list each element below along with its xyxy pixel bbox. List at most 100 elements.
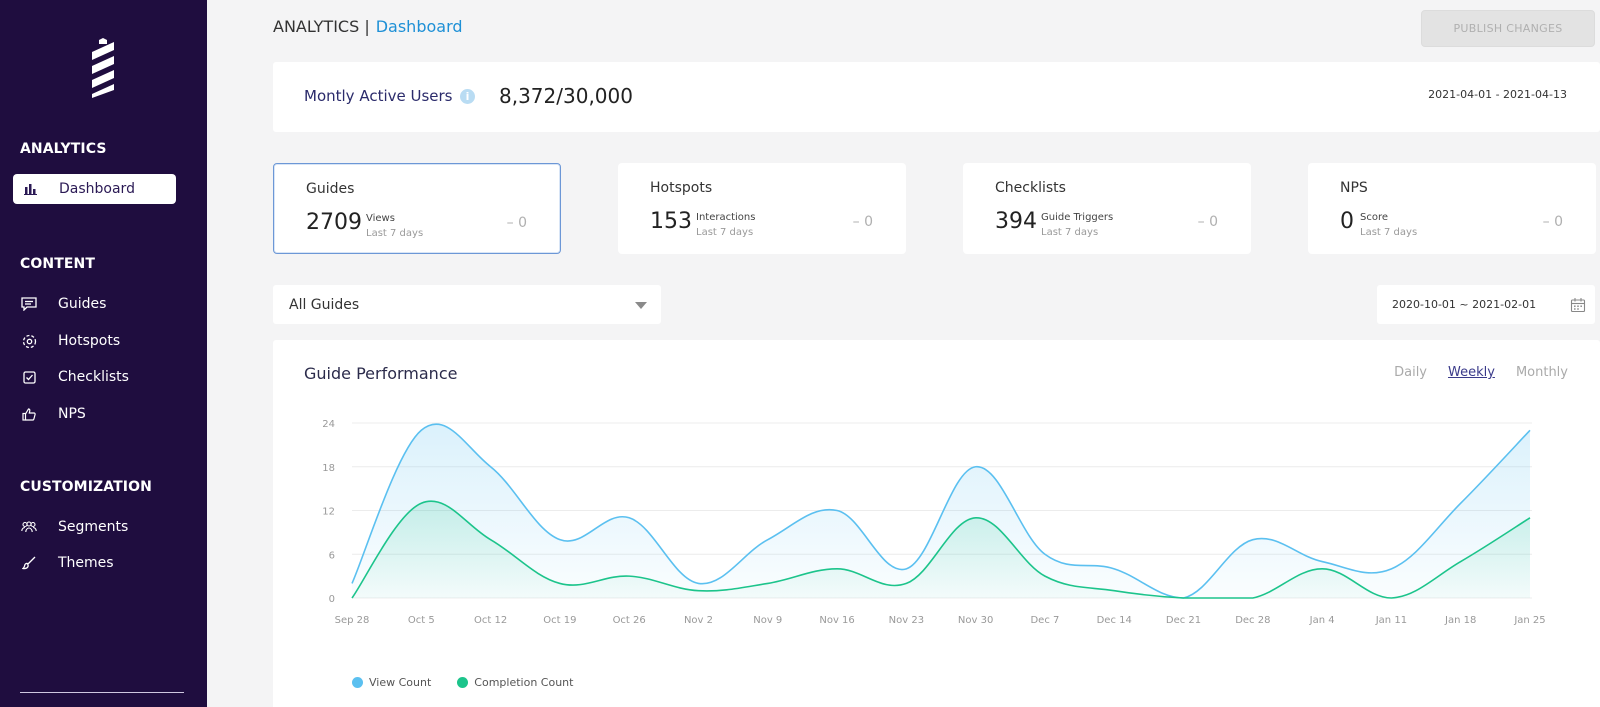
- sidebar-item-dashboard[interactable]: Dashboard: [13, 174, 176, 204]
- legend-item-view-count[interactable]: View Count: [352, 676, 431, 689]
- mau-value: 8,372/30,000: [499, 84, 633, 108]
- stat-metric: Score Last 7 days: [1360, 210, 1417, 240]
- stat-metric: Guide Triggers Last 7 days: [1041, 210, 1113, 240]
- stat-delta: – 0: [1542, 214, 1563, 230]
- stat-title: NPS: [1340, 180, 1368, 196]
- guide-filter-select[interactable]: All Guides: [273, 285, 661, 324]
- x-tick-label: Nov 2: [684, 615, 713, 626]
- stat-title: Hotspots: [650, 180, 713, 196]
- chart-title: Guide Performance: [304, 364, 458, 383]
- guide-filter-value: All Guides: [289, 296, 360, 313]
- y-tick-label: 18: [322, 463, 335, 474]
- x-tick-label: Oct 26: [613, 615, 646, 626]
- message-icon: [20, 295, 38, 313]
- sidebar-item-label: Guides: [58, 296, 107, 312]
- legend-swatch: [457, 677, 469, 688]
- stat-title: Checklists: [995, 180, 1066, 196]
- legend-item-completion-count[interactable]: Completion Count: [457, 676, 573, 689]
- sidebar-item-checklists[interactable]: Checklists: [13, 362, 176, 392]
- stat-metric: Interactions Last 7 days: [696, 210, 755, 240]
- stat-delta: – 0: [506, 215, 527, 231]
- x-tick-label: Dec 21: [1166, 615, 1201, 626]
- info-icon[interactable]: i: [460, 89, 475, 104]
- stat-period: Last 7 days: [1041, 227, 1099, 238]
- brush-icon: [20, 554, 38, 572]
- series-area-1: [352, 501, 1530, 598]
- stat-value: 2709: [306, 210, 362, 235]
- app-logo-icon[interactable]: [86, 38, 120, 98]
- sidebar-item-guides[interactable]: Guides: [13, 289, 176, 319]
- breadcrumb-section: ANALYTICS |: [273, 17, 370, 36]
- x-tick-label: Sep 28: [335, 615, 370, 626]
- section-title-content: CONTENT: [20, 256, 95, 272]
- date-range-picker[interactable]: 2020-10-01 ~ 2021-02-01: [1377, 285, 1595, 324]
- series-line-1[interactable]: [351, 500, 1531, 599]
- stat-value: 0: [1340, 209, 1354, 234]
- checkbox-icon: [20, 368, 38, 386]
- sidebar-item-label: Segments: [58, 519, 129, 535]
- y-tick-label: 0: [329, 594, 335, 605]
- tab-weekly[interactable]: Weekly: [1448, 365, 1495, 380]
- stat-title: Guides: [306, 181, 355, 197]
- users-icon: [20, 518, 38, 536]
- stat-card-checklists[interactable]: Checklists 394 Guide Triggers Last 7 day…: [963, 163, 1251, 254]
- x-tick-label: Nov 30: [958, 615, 993, 626]
- date-range-value: 2020-10-01 ~ 2021-02-01: [1392, 298, 1537, 311]
- stat-delta: – 0: [852, 214, 873, 230]
- y-tick-label: 24: [322, 419, 335, 430]
- series-area-0: [352, 424, 1530, 598]
- stat-period: Last 7 days: [366, 228, 424, 239]
- caret-down-icon: [635, 302, 647, 309]
- guide-performance-card: Guide Performance Daily Weekly Monthly 0…: [273, 340, 1600, 707]
- sidebar-item-label: NPS: [58, 406, 86, 422]
- breadcrumb-page-link[interactable]: Dashboard: [375, 17, 463, 36]
- x-tick-label: Dec 7: [1030, 615, 1059, 626]
- stat-metric-label: Score: [1360, 212, 1389, 223]
- sidebar-divider: [20, 692, 184, 693]
- calendar-icon: [1570, 298, 1586, 313]
- sidebar-item-label: Hotspots: [58, 333, 121, 349]
- sidebar-item-nps[interactable]: NPS: [13, 399, 176, 429]
- breadcrumb: ANALYTICS | Dashboard: [273, 17, 463, 36]
- chart-legend: View Count Completion Count: [352, 676, 573, 689]
- tab-daily[interactable]: Daily: [1394, 365, 1428, 380]
- sidebar-item-label: Checklists: [58, 369, 129, 385]
- stat-card-nps[interactable]: NPS 0 Score Last 7 days – 0: [1308, 163, 1596, 254]
- legend-swatch: [352, 677, 363, 688]
- sidebar-item-label: Themes: [58, 555, 114, 571]
- legend-label: Completion Count: [474, 676, 574, 689]
- publish-changes-button[interactable]: PUBLISH CHANGES: [1421, 10, 1595, 47]
- stat-metric: Views Last 7 days: [366, 211, 423, 241]
- tab-monthly[interactable]: Monthly: [1515, 365, 1568, 380]
- x-tick-label: Oct 5: [408, 615, 435, 626]
- stat-delta: – 0: [1197, 214, 1218, 230]
- stat-value: 153: [650, 209, 692, 234]
- stat-period: Last 7 days: [1360, 227, 1418, 238]
- stat-metric-label: Interactions: [696, 212, 756, 223]
- x-tick-label: Jan 18: [1444, 615, 1476, 626]
- stat-card-hotspots[interactable]: Hotspots 153 Interactions Last 7 days – …: [618, 163, 906, 254]
- period-tabs: Daily Weekly Monthly: [1394, 365, 1568, 380]
- stat-card-guides[interactable]: Guides 2709 Views Last 7 days – 0: [273, 163, 561, 254]
- y-tick-label: 6: [329, 550, 335, 561]
- x-tick-label: Dec 14: [1097, 615, 1132, 626]
- x-tick-label: Oct 19: [543, 615, 576, 626]
- x-tick-label: Jan 11: [1375, 615, 1407, 626]
- sidebar-item-label: Dashboard: [59, 181, 135, 197]
- x-tick-label: Jan 25: [1513, 615, 1545, 626]
- mau-card: Montly Active Users i 8,372/30,000 2021-…: [273, 62, 1600, 132]
- stat-metric-label: Guide Triggers: [1041, 212, 1114, 223]
- bar-chart-icon: [21, 180, 39, 198]
- stat-period: Last 7 days: [696, 227, 754, 238]
- sidebar-item-segments[interactable]: Segments: [13, 512, 176, 542]
- section-title-analytics: ANALYTICS: [20, 141, 107, 157]
- series-line-0[interactable]: [351, 423, 1531, 599]
- hotspot-icon: [20, 332, 38, 350]
- x-tick-label: Nov 16: [819, 615, 854, 626]
- mau-date-range: 2021-04-01 - 2021-04-13: [1428, 88, 1567, 101]
- section-title-customization: CUSTOMIZATION: [20, 479, 152, 495]
- x-tick-label: Dec 28: [1235, 615, 1270, 626]
- sidebar-item-themes[interactable]: Themes: [13, 548, 176, 578]
- legend-label: View Count: [369, 676, 432, 689]
- sidebar-item-hotspots[interactable]: Hotspots: [13, 326, 176, 356]
